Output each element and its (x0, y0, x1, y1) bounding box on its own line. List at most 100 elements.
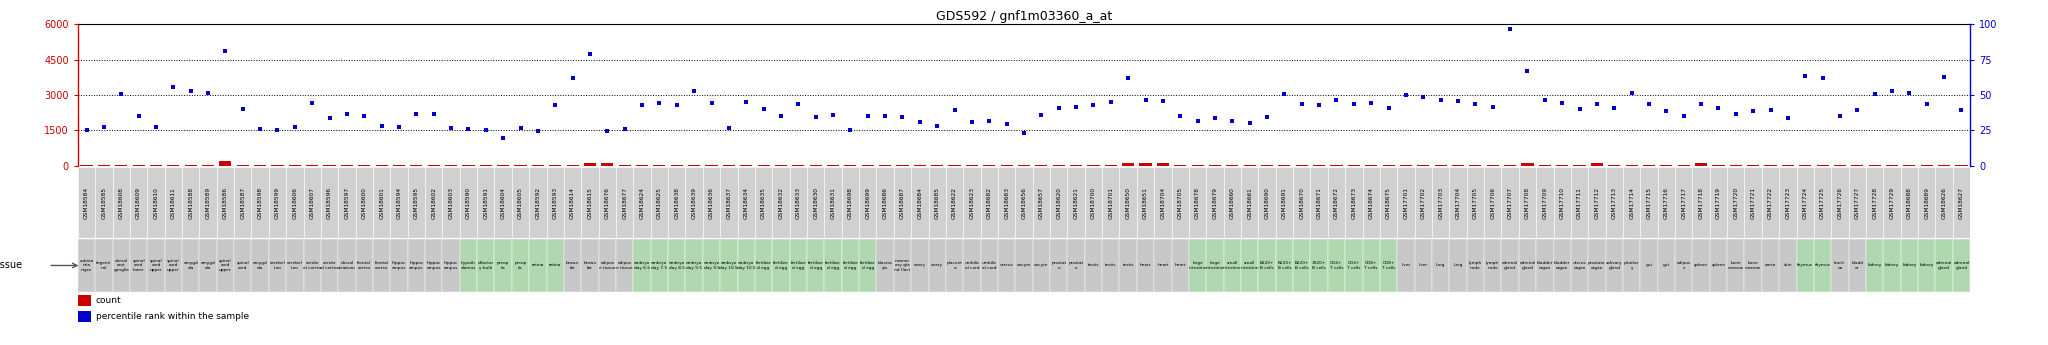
Bar (1884, 239, 1901, 292)
Text: GSM17706: GSM17706 (1491, 187, 1495, 219)
Bar (1327, 239, 1346, 292)
Bar (1675, 239, 1692, 292)
Bar (1348, 165, 1360, 166)
Bar (1831, 239, 1849, 292)
Point (1458, 101, 1491, 107)
Bar (807, 167, 825, 238)
Bar (1886, 165, 1898, 166)
Point (1198, 116, 1231, 121)
Bar (893, 239, 911, 292)
Bar (1622, 239, 1640, 292)
Bar (549, 165, 561, 166)
Bar (322, 167, 338, 238)
Text: prostat
e: prostat e (1051, 261, 1067, 270)
Bar (791, 167, 807, 238)
Bar (913, 165, 926, 166)
Point (123, 113, 156, 119)
Bar (514, 165, 526, 166)
Text: GSM17714: GSM17714 (1628, 187, 1634, 219)
Point (158, 84, 190, 89)
Point (434, 125, 467, 131)
Bar (408, 239, 426, 292)
Text: B220+
B cells: B220+ B cells (1260, 261, 1274, 270)
Bar (1536, 239, 1554, 292)
Text: GSM18605: GSM18605 (518, 187, 522, 219)
Text: ovary: ovary (932, 264, 944, 267)
Text: GSM18584: GSM18584 (84, 187, 88, 219)
Text: fertilize
d egg: fertilize d egg (825, 261, 842, 270)
Bar (1311, 239, 1327, 292)
Text: aorta: aorta (1765, 264, 1776, 267)
Point (1876, 89, 1909, 94)
Bar (686, 239, 702, 292)
Text: GSM18674: GSM18674 (1368, 187, 1374, 219)
Point (1059, 104, 1092, 109)
Text: testis: testis (1087, 264, 1100, 267)
Bar (1139, 163, 1151, 166)
Bar (1120, 167, 1137, 238)
Text: substa
ntia
nigra: substa ntia nigra (80, 259, 94, 272)
Point (1632, 101, 1665, 107)
Bar (598, 239, 616, 292)
Bar (1397, 167, 1415, 238)
Text: GSM18587: GSM18587 (240, 187, 246, 219)
Bar (1397, 239, 1415, 292)
Bar (1262, 165, 1274, 166)
Text: GSM18609: GSM18609 (135, 187, 141, 219)
Text: GSM17723: GSM17723 (1786, 187, 1790, 219)
Bar (164, 167, 182, 238)
Bar (1503, 165, 1516, 166)
Bar (1903, 165, 1915, 166)
Point (1702, 105, 1735, 111)
Point (1841, 107, 1874, 113)
Bar (80, 165, 92, 166)
Text: GSM18622: GSM18622 (952, 187, 956, 219)
Bar (1796, 239, 1815, 292)
Bar (391, 167, 408, 238)
Text: GSM18679: GSM18679 (1212, 187, 1217, 219)
Bar (1935, 239, 1954, 292)
Bar (268, 167, 287, 238)
Text: embryo
day 9.5: embryo day 9.5 (702, 261, 719, 270)
Text: GDS592 / gnf1m03360_a_at: GDS592 / gnf1m03360_a_at (936, 10, 1112, 23)
Bar (1745, 167, 1761, 238)
Bar (428, 165, 440, 166)
Text: GSM18686: GSM18686 (883, 187, 887, 219)
Text: cerebel
lum: cerebel lum (270, 261, 285, 270)
Bar (702, 167, 721, 238)
Text: lung: lung (1454, 264, 1462, 267)
Bar (1761, 167, 1780, 238)
Bar (305, 165, 317, 166)
Text: uterus: uterus (999, 264, 1014, 267)
Text: hypoth
alamus: hypoth alamus (461, 261, 477, 270)
Bar (512, 239, 528, 292)
Bar (932, 165, 944, 166)
Bar (1276, 239, 1292, 292)
Text: GSM18614: GSM18614 (569, 187, 575, 219)
Bar (1085, 239, 1102, 292)
Text: GSM18632: GSM18632 (778, 187, 784, 219)
Text: hippoc
ampus: hippoc ampus (444, 261, 459, 270)
Point (557, 76, 590, 81)
Point (1911, 101, 1944, 107)
Bar (463, 165, 475, 166)
Text: GSM18623: GSM18623 (969, 187, 975, 219)
Bar (1765, 165, 1776, 166)
Bar (442, 167, 459, 238)
Bar (825, 239, 842, 292)
Bar (981, 167, 997, 238)
Text: spinal
cord
upper: spinal cord upper (150, 259, 162, 272)
Text: testis: testis (1122, 264, 1135, 267)
Bar (1137, 239, 1155, 292)
Bar (1800, 165, 1810, 166)
Bar (633, 167, 651, 238)
Point (1217, 118, 1249, 124)
Bar (199, 239, 217, 292)
Point (1147, 98, 1180, 104)
Bar (1571, 167, 1589, 238)
Bar (1501, 239, 1520, 292)
Bar (653, 165, 666, 166)
Text: hippoc
ampus: hippoc ampus (426, 261, 440, 270)
Bar (129, 167, 147, 238)
Text: adrenal
gland: adrenal gland (1935, 261, 1952, 270)
